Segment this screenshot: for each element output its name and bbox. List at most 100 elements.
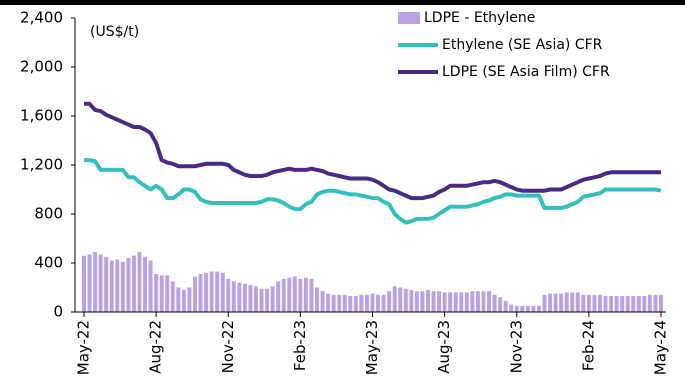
bar [348,296,353,312]
x-tick-label: Aug-22 [147,320,165,374]
y-tick-label: 1,600 [20,107,63,125]
bar [359,294,364,312]
bar [597,294,602,312]
bar [364,294,369,312]
bar [82,255,86,312]
bar [259,288,264,312]
bar [548,293,553,312]
bar [93,251,98,312]
line [84,101,661,201]
bar [575,292,580,312]
x-tick-label: May-22 [75,320,93,375]
bar [120,261,125,312]
bar [470,291,475,312]
bar [553,293,558,312]
bar [431,291,436,312]
y-tick-label: 800 [34,205,63,223]
bar [525,305,530,312]
x-tick-label: Feb-24 [579,320,597,371]
bar [337,294,342,312]
bar [625,296,630,312]
bar [287,277,292,312]
bar [165,275,170,312]
bar [481,291,486,312]
bar [653,294,658,312]
y-tick-label: 1,200 [20,156,63,174]
bar [614,296,619,312]
bar [581,294,586,312]
bar [520,305,525,312]
bar [631,296,636,312]
bar [536,305,541,312]
bar [87,254,92,312]
bar [442,292,447,312]
bar [242,283,247,312]
bar [603,296,608,312]
bar [237,282,242,312]
bar [126,258,131,312]
bar [109,260,114,312]
bar [376,294,381,312]
bar [226,278,231,312]
bar [414,291,419,312]
bar [215,271,220,312]
bar [270,286,275,312]
bar [331,294,336,312]
bar [448,292,453,312]
bar [409,289,414,312]
bar [420,291,425,312]
bar [387,291,392,312]
bar [154,274,159,312]
bar [659,294,663,312]
bar [381,294,386,312]
bar [209,271,214,312]
bar [104,256,109,312]
bar [115,259,120,312]
bar [425,289,430,312]
bar [370,293,375,312]
bar [276,281,281,312]
unit-annotation: (US$/t) [90,24,139,40]
bar [303,277,308,312]
bar [176,287,181,312]
legend-label: Ethylene (SE Asia) CFR [442,37,603,53]
bar [586,294,591,312]
bar [148,260,153,312]
bar [509,304,514,312]
bar [487,291,492,312]
bar [137,251,142,312]
bar [564,292,569,312]
bar [398,287,403,312]
bar [459,292,464,312]
bar [131,255,136,312]
y-tick-label: 400 [34,254,63,272]
bar [464,292,469,312]
legend-label: LDPE (SE Asia Film) CFR [442,64,610,80]
bar [498,297,503,312]
x-tick-label: May-23 [363,320,381,375]
bar [170,281,175,312]
bar [159,275,164,312]
bar [475,291,480,312]
bar [531,305,536,312]
x-tick-label: Aug-23 [435,320,453,374]
bar [253,286,258,312]
bar [392,286,397,312]
bar [542,294,547,312]
y-tick-label: 2,000 [20,58,63,76]
bar [298,278,303,312]
legend-swatch [398,12,420,24]
bar [292,276,297,312]
bar [315,287,320,312]
bar [309,278,314,312]
bar [326,293,331,312]
bar [592,294,597,312]
bar [342,294,347,312]
bar [559,293,564,312]
bar [143,256,148,312]
bar [204,272,209,312]
x-tick-label: Feb-23 [291,320,309,371]
x-tick-label: Nov-22 [219,320,237,373]
bar [187,287,192,312]
